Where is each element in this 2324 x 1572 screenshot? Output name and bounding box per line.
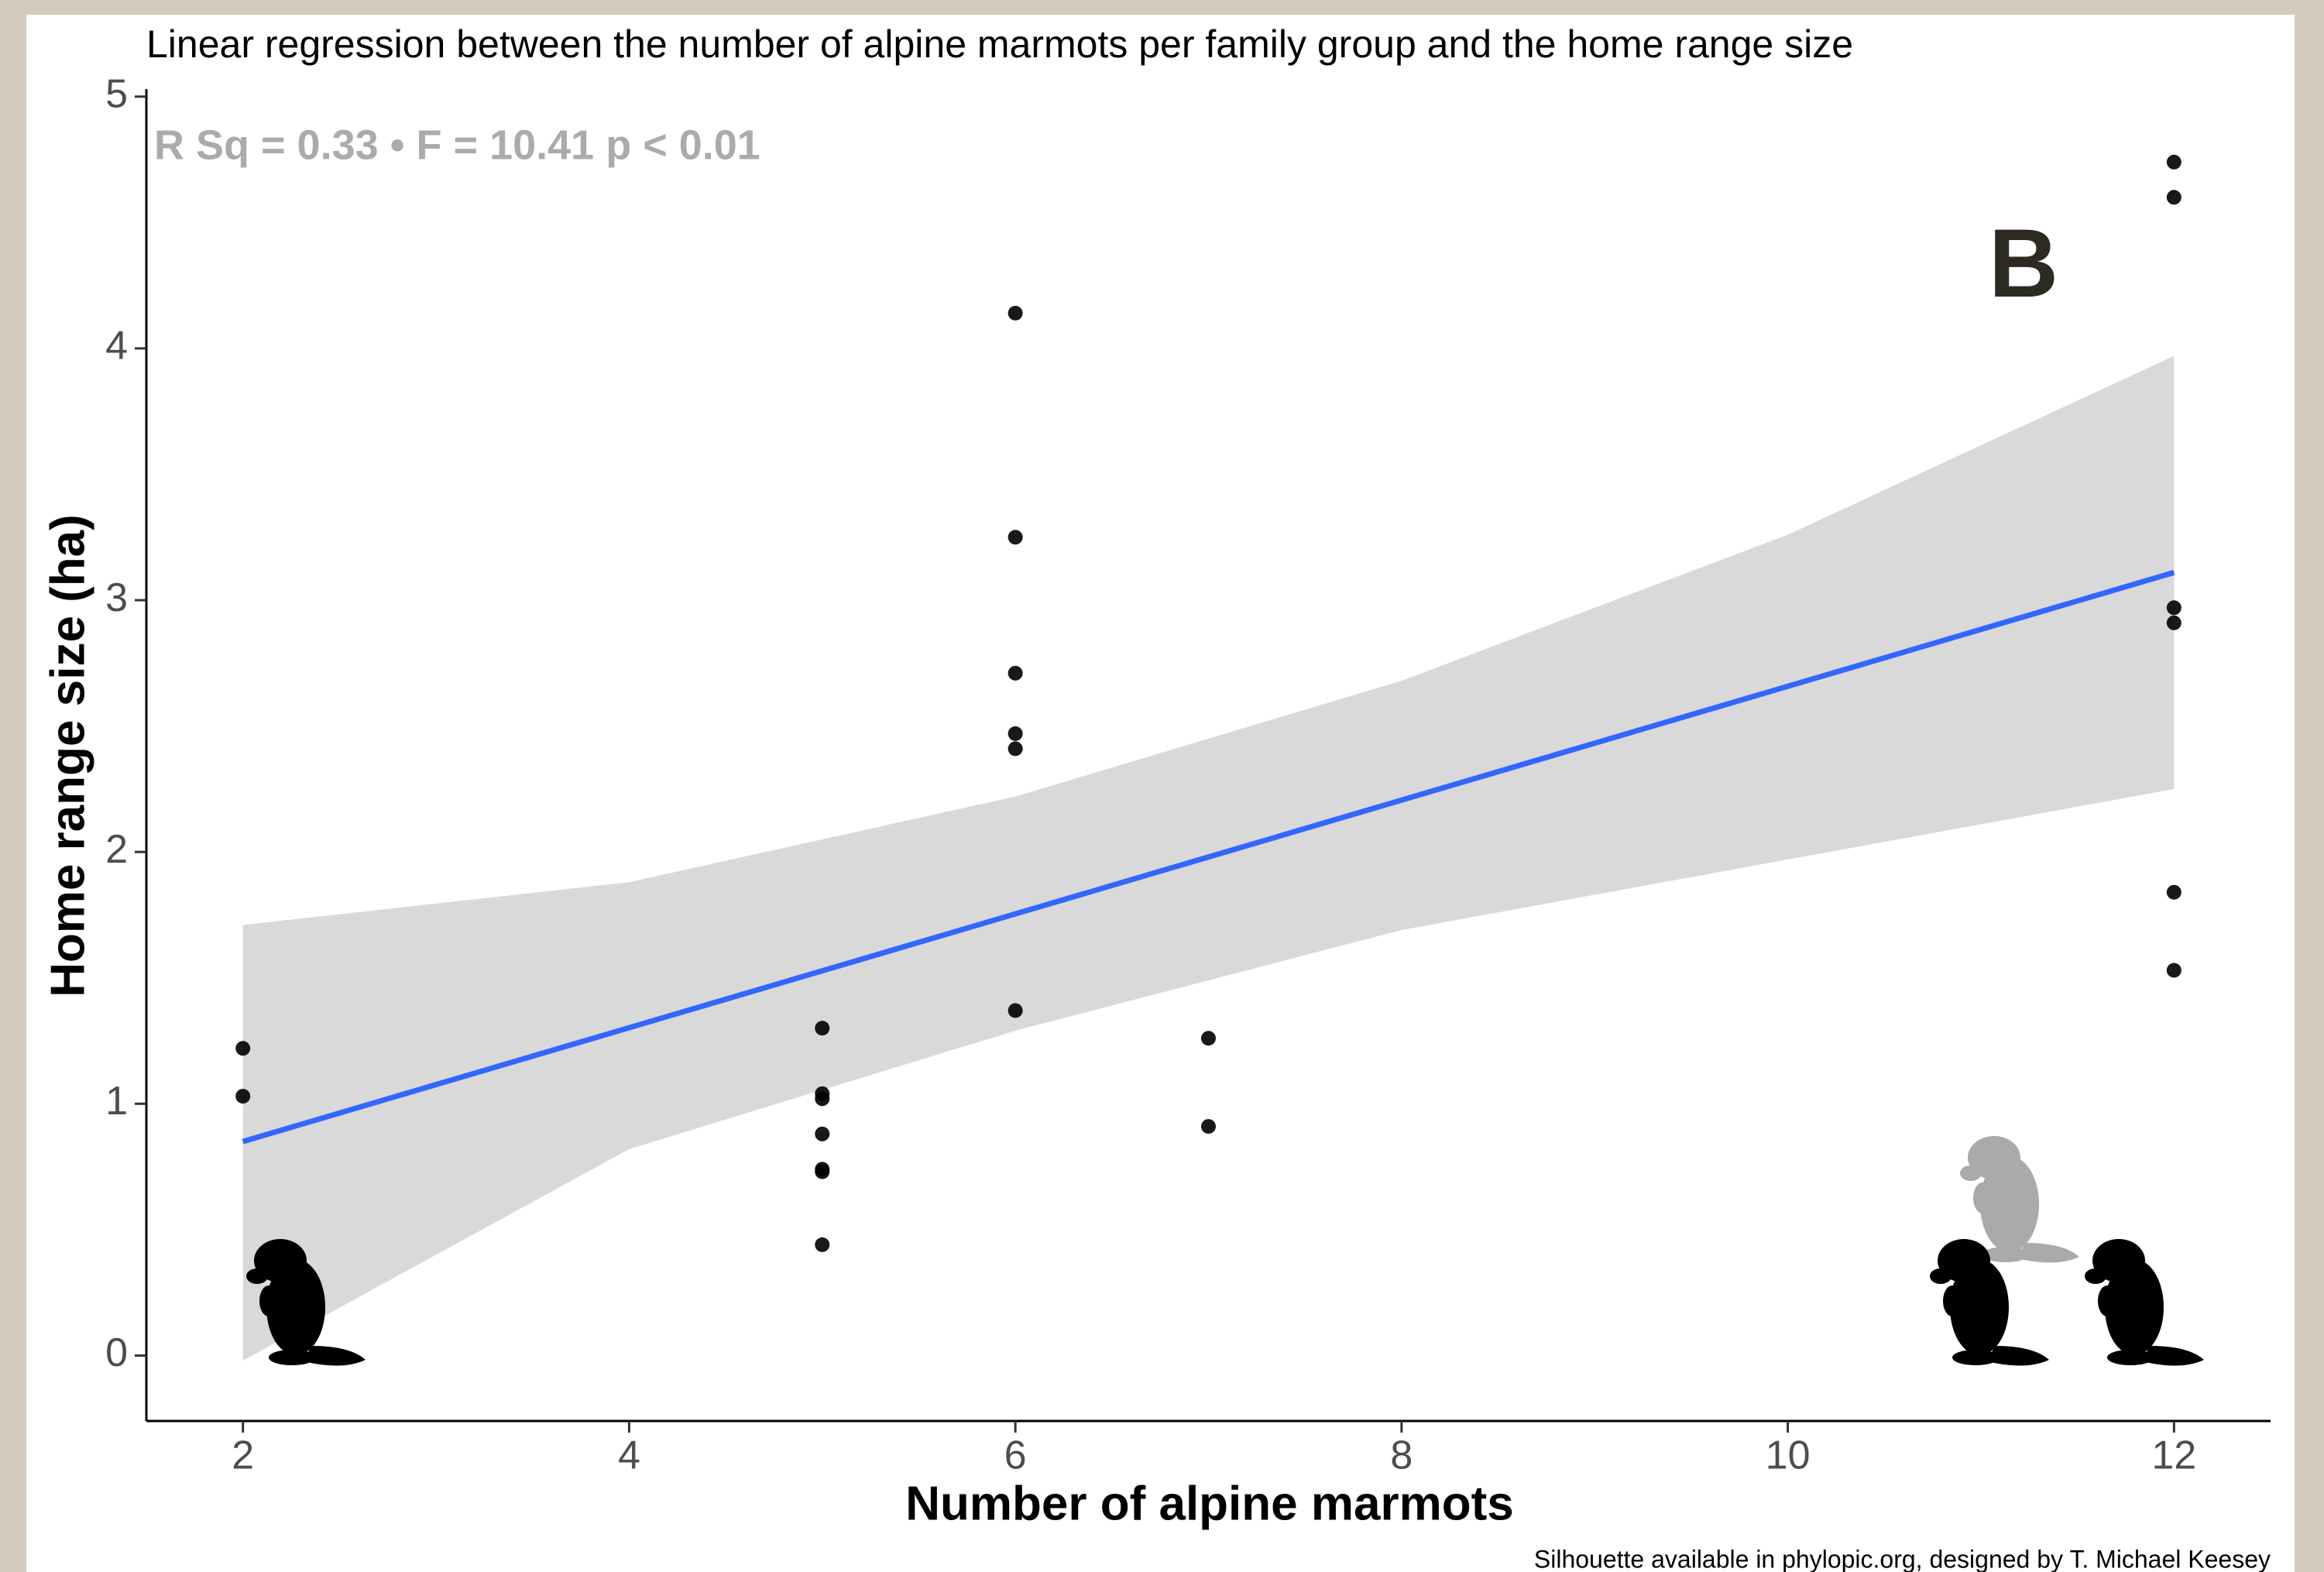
data-point <box>815 1126 830 1141</box>
data-point <box>1201 1119 1216 1134</box>
regression-line <box>242 569 2175 1145</box>
data-point <box>1008 665 1023 681</box>
x-tick-label: 12 <box>2151 1433 2196 1478</box>
data-point <box>235 1089 251 1104</box>
x-tick-label: 4 <box>618 1433 640 1478</box>
y-tick-label: 5 <box>105 71 128 116</box>
x-tick-label: 2 <box>232 1433 254 1478</box>
y-axis-title: Home range size (ha) <box>41 514 94 997</box>
x-tick-label: 6 <box>1004 1433 1027 1478</box>
data-point <box>2166 600 2182 616</box>
x-axis-title: Number of alpine marmots <box>905 1477 1513 1530</box>
data-point <box>1008 1003 1023 1018</box>
y-tick-label: 2 <box>105 827 128 872</box>
caption: Silhouette available in phylopic.org, de… <box>1534 1545 2271 1572</box>
annotation: R Sq = 0.33 • F = 10.41 p < 0.01 <box>154 122 760 168</box>
data-point <box>815 1021 830 1036</box>
data-point <box>2166 615 2182 630</box>
x-tick-label: 10 <box>1766 1433 1811 1478</box>
panel-label: B <box>1989 210 2058 317</box>
y-tick-label: 4 <box>105 324 128 369</box>
data-point <box>815 1164 830 1179</box>
data-point <box>2166 154 2182 170</box>
data-point <box>815 1091 830 1107</box>
chart-title: Linear regression between the number of … <box>146 22 1853 66</box>
x-tick-label: 8 <box>1390 1433 1413 1478</box>
data-point <box>1008 741 1023 757</box>
y-tick-label: 3 <box>105 575 128 620</box>
y-tick-label: 0 <box>105 1330 128 1375</box>
y-tick-label: 1 <box>105 1079 128 1124</box>
data-point <box>2166 963 2182 978</box>
data-point <box>1008 530 1023 545</box>
data-point <box>1008 305 1023 321</box>
data-point <box>1008 726 1023 741</box>
data-point <box>1201 1031 1216 1046</box>
data-point <box>815 1237 830 1252</box>
data-point <box>2166 884 2182 900</box>
data-point <box>2166 190 2182 205</box>
data-point <box>235 1041 251 1056</box>
